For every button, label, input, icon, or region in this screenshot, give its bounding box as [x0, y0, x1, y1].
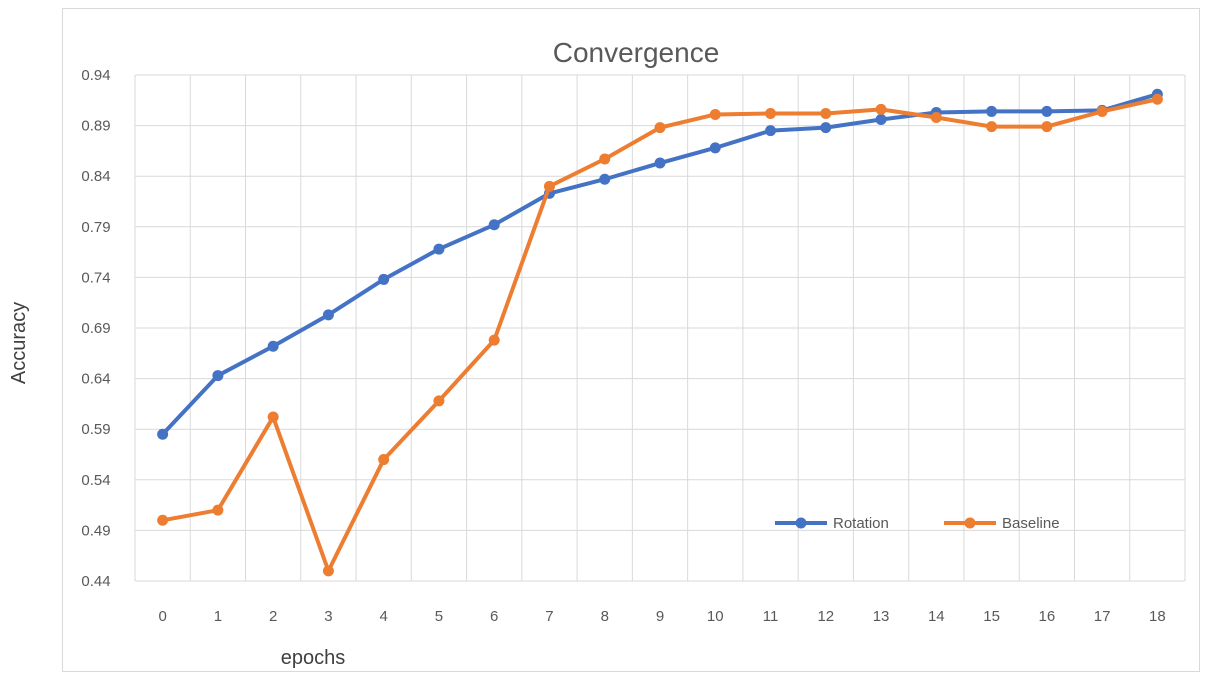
legend-marker — [795, 517, 807, 529]
data-point — [378, 454, 390, 466]
y-tick-label: 0.79 — [81, 219, 110, 236]
data-point — [157, 514, 169, 526]
x-tick-label: 2 — [269, 608, 277, 625]
y-tick-label: 0.54 — [81, 472, 110, 489]
series-baseline — [157, 93, 1163, 577]
y-axis-label: Accuracy — [8, 302, 30, 384]
y-tick-label: 0.64 — [81, 371, 110, 388]
chart-title: Convergence — [553, 37, 720, 68]
legend-item: Baseline — [944, 515, 1060, 532]
data-point — [433, 395, 445, 407]
tick-labels: 0.44 0.49 0.54 0.59 0.64 0.69 0.74 0.79 0.84 0.89… — [81, 67, 1165, 625]
data-point — [820, 107, 832, 119]
data-point — [930, 112, 942, 124]
data-point — [488, 334, 500, 346]
x-tick-label: 12 — [817, 608, 834, 625]
x-tick-label: 5 — [435, 608, 443, 625]
data-point — [212, 504, 224, 516]
legend: Rotation Baseline — [775, 515, 1060, 532]
data-point — [267, 340, 279, 352]
y-tick-label: 0.74 — [81, 269, 110, 286]
chart-frame — [62, 8, 1200, 672]
x-tick-label: 10 — [707, 608, 724, 625]
legend-label: Rotation — [833, 515, 889, 532]
data-point — [1041, 121, 1053, 133]
data-point — [709, 142, 721, 154]
x-tick-label: 11 — [763, 608, 779, 625]
x-tick-label: 15 — [983, 608, 1000, 625]
y-tick-label: 0.89 — [81, 118, 110, 135]
x-tick-label: 0 — [158, 608, 166, 625]
legend-label: Baseline — [1002, 515, 1060, 532]
y-tick-label: 0.59 — [81, 421, 110, 438]
x-tick-label: 16 — [1038, 608, 1055, 625]
x-tick-label: 9 — [656, 608, 664, 625]
data-point — [986, 121, 998, 133]
data-point — [765, 125, 777, 137]
series-line — [160, 92, 1160, 437]
x-tick-label: 14 — [928, 608, 945, 625]
x-tick-label: 3 — [324, 608, 332, 625]
data-point — [157, 428, 169, 440]
data-point — [433, 243, 445, 255]
data-point — [378, 273, 390, 285]
data-point — [543, 180, 555, 192]
x-tick-label: 4 — [380, 608, 388, 625]
data-point — [875, 114, 887, 126]
data-point — [654, 157, 666, 169]
series-layer — [157, 88, 1163, 577]
x-axis-label: epochs — [281, 647, 346, 669]
x-tick-label: 18 — [1149, 608, 1166, 625]
x-tick-label: 8 — [601, 608, 609, 625]
data-point — [1096, 105, 1108, 117]
x-tick-label: 6 — [490, 608, 498, 625]
x-tick-label: 13 — [873, 608, 890, 625]
x-tick-label: 1 — [214, 608, 222, 625]
data-point — [599, 173, 611, 185]
data-point — [212, 370, 224, 382]
series-rotation — [157, 88, 1163, 440]
data-point — [488, 219, 500, 231]
legend-item: Rotation — [775, 515, 889, 532]
data-point — [267, 411, 279, 423]
series-line — [160, 97, 1160, 573]
data-point — [820, 122, 832, 134]
y-tick-label: 0.84 — [81, 168, 110, 185]
data-point — [322, 565, 334, 577]
data-point — [986, 105, 998, 117]
x-tick-label: 7 — [545, 608, 553, 625]
y-tick-label: 0.94 — [81, 67, 110, 84]
grid — [134, 74, 1186, 582]
data-point — [322, 309, 334, 321]
y-tick-label: 0.69 — [81, 320, 110, 337]
y-tick-label: 0.49 — [81, 522, 110, 539]
data-point — [654, 122, 666, 134]
data-point — [765, 107, 777, 119]
data-point — [875, 103, 887, 115]
data-point — [1041, 105, 1053, 117]
data-point — [709, 108, 721, 120]
data-point — [1151, 93, 1163, 105]
data-point — [599, 153, 611, 165]
legend-marker — [964, 517, 976, 529]
y-tick-label: 0.44 — [81, 573, 110, 590]
x-tick-label: 17 — [1094, 608, 1111, 625]
